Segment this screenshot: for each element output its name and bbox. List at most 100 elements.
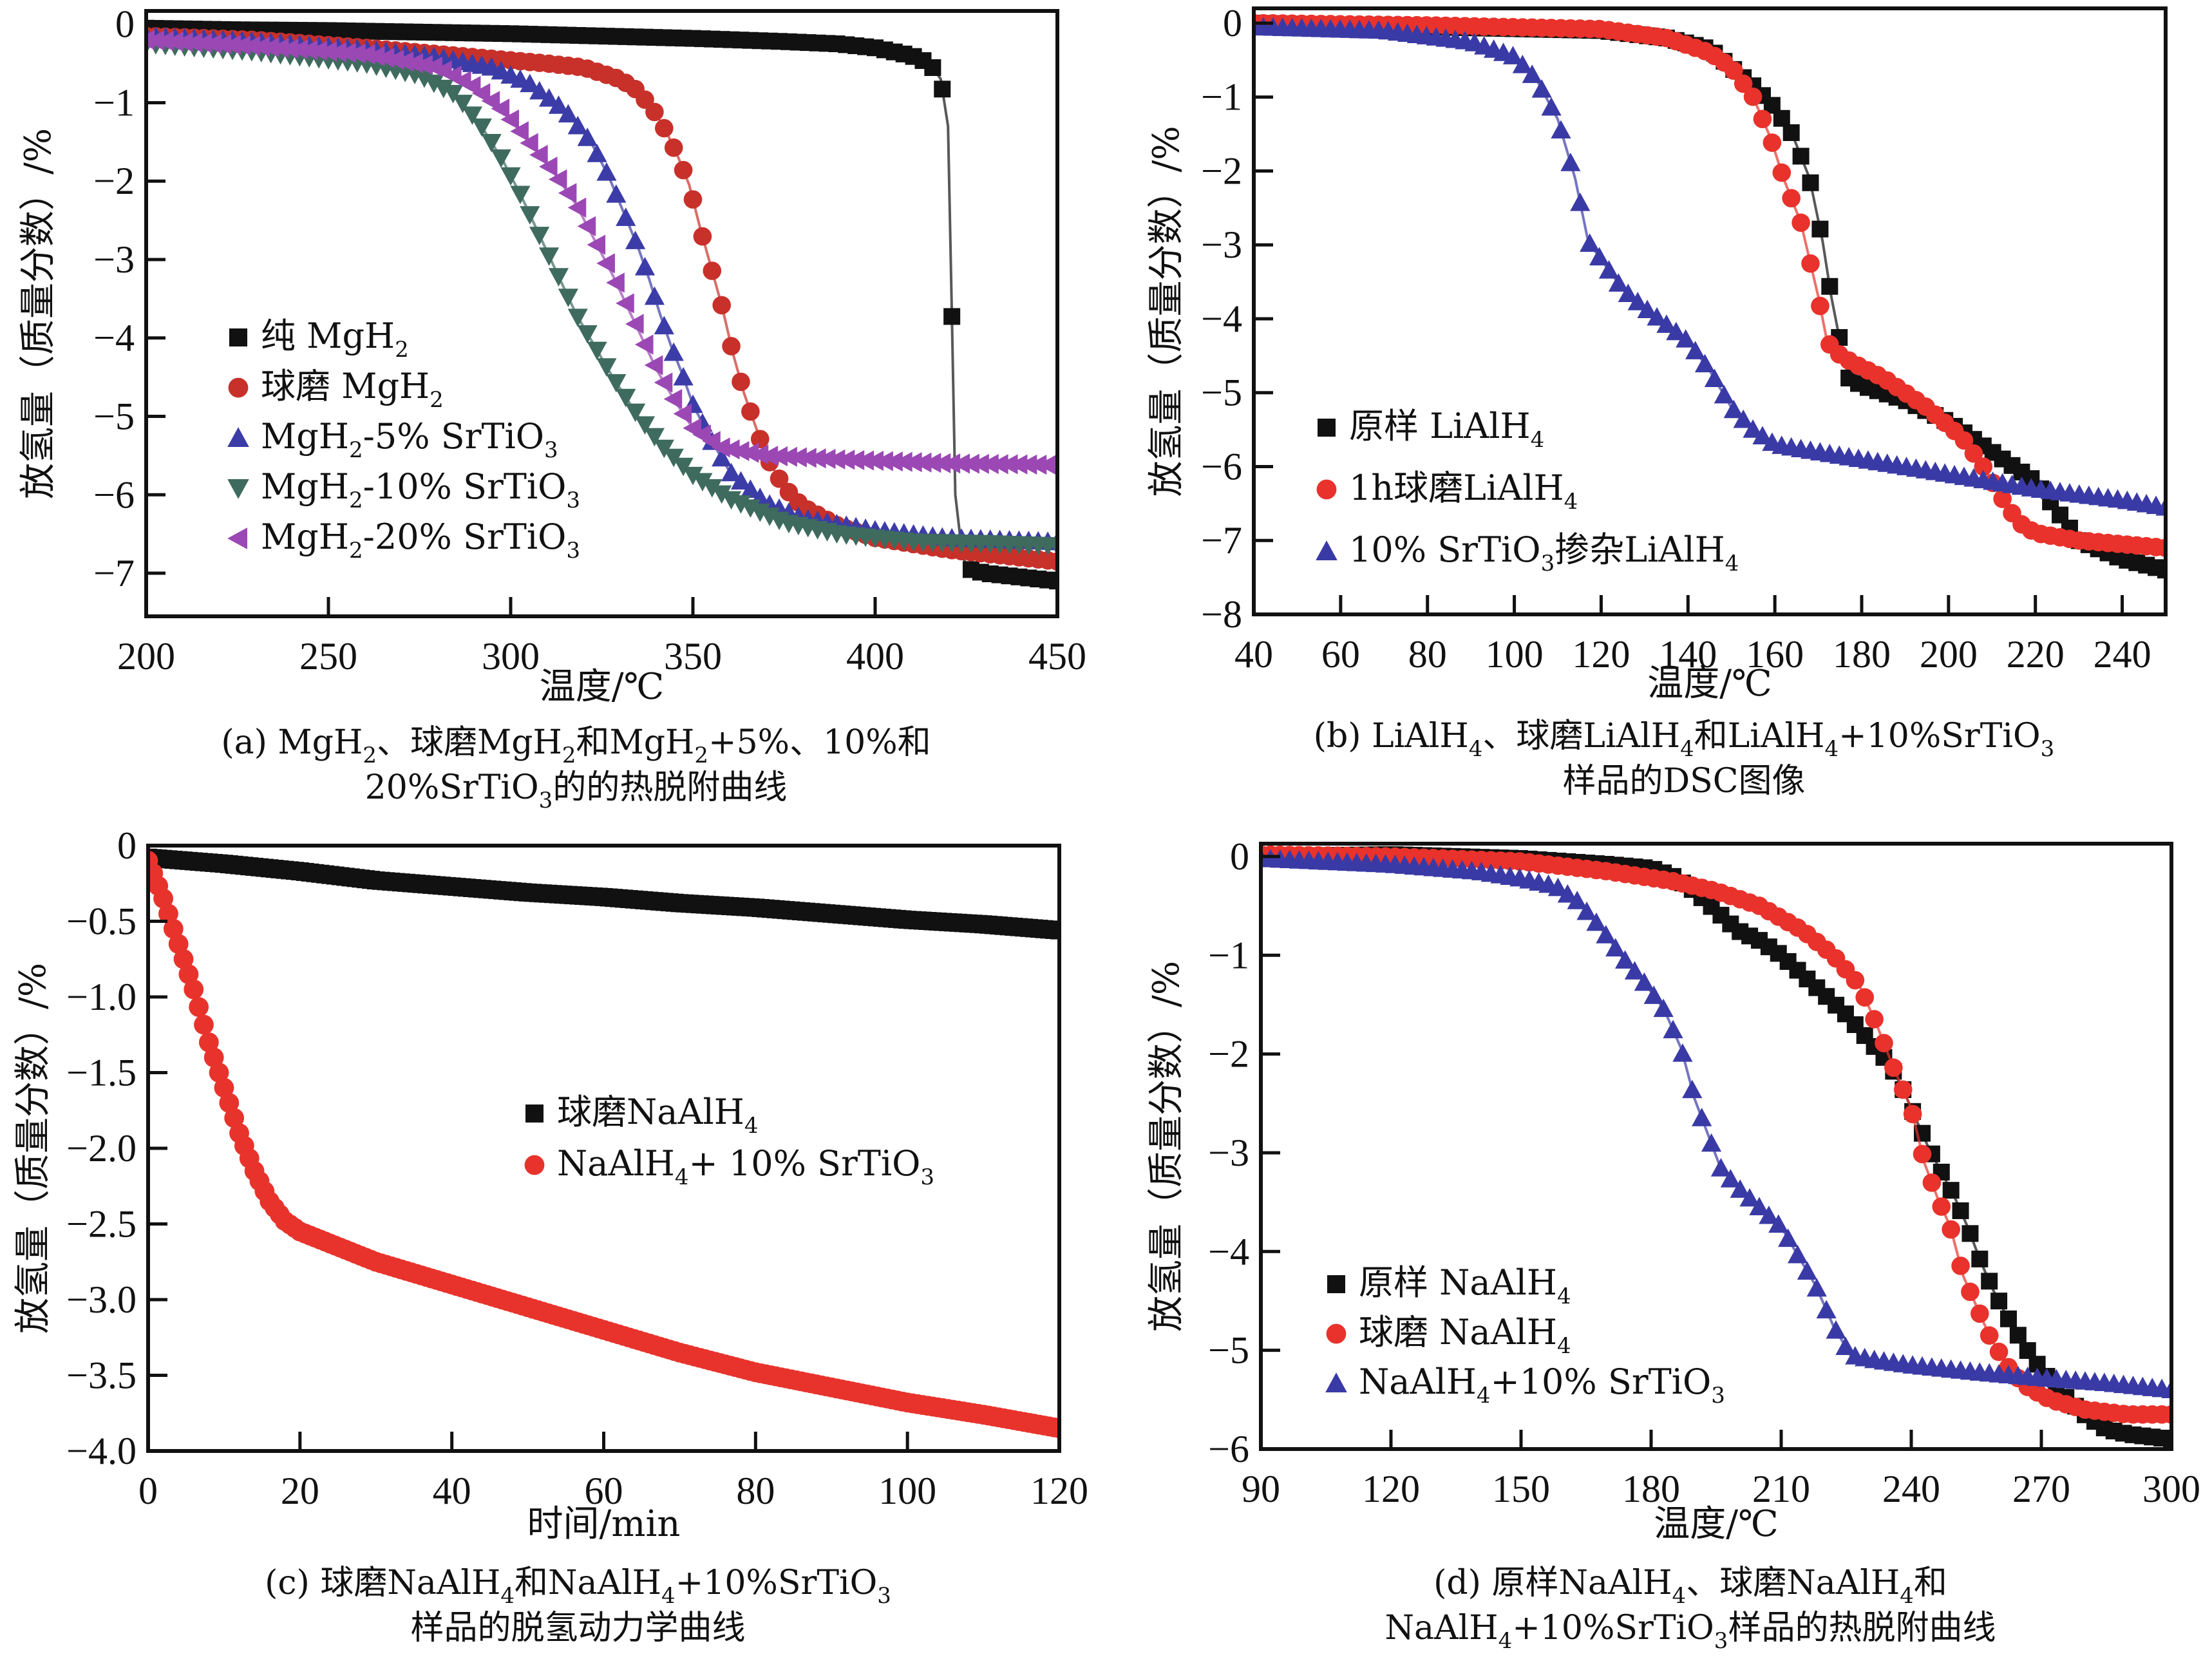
data-point [817, 448, 836, 469]
data-point [1801, 254, 1820, 273]
data-point [1724, 61, 1743, 80]
y-tick-label: −4 [1208, 1230, 1249, 1273]
data-point [2163, 1430, 2171, 1448]
data-point [730, 471, 752, 490]
legend-item: 原样 LiAlH4​ [1318, 406, 1544, 453]
panel-caption: (b) LiAlH4​、球磨LiAlH4​和LiAlH4​+10%SrTiO3​ [1314, 717, 2055, 762]
data-point [395, 51, 414, 72]
y-tick-label: −6 [1201, 445, 1242, 488]
x-tick-label: 40 [433, 1470, 471, 1512]
data-point [634, 257, 656, 276]
y-axis-label: 放氢量（质量分数）/% [1146, 961, 1187, 1332]
data-point [1643, 985, 1664, 1004]
data-point [1768, 1214, 1789, 1233]
x-tick-label: 140 [1659, 633, 1717, 676]
data-point [912, 452, 932, 473]
x-tick-label: 180 [1833, 633, 1891, 676]
y-tick-label: −8 [1201, 593, 1242, 636]
data-point [1753, 109, 1772, 129]
plot-area [148, 848, 1059, 1439]
x-tick-label: 100 [878, 1470, 936, 1512]
legend-marker [1327, 1275, 1345, 1293]
data-point [491, 99, 510, 119]
data-point [404, 53, 424, 73]
data-point [1596, 925, 1616, 943]
data-point [184, 979, 204, 1000]
y-tick-label: −2 [93, 160, 135, 202]
data-point [270, 37, 289, 59]
data-point [356, 44, 375, 65]
data-point [538, 88, 560, 107]
y-tick-label: 0 [1230, 835, 1249, 878]
y-tick-label: −3 [93, 238, 135, 281]
data-point [299, 40, 318, 61]
y-tick-label: −3.5 [66, 1354, 137, 1397]
data-point [1802, 174, 1819, 191]
data-point [471, 118, 492, 137]
series-2 [148, 851, 1059, 1439]
legend-marker [1316, 540, 1338, 560]
data-point [414, 69, 435, 88]
y-tick-label: −0.5 [66, 900, 137, 943]
x-tick-label: 250 [299, 635, 357, 678]
data-point [213, 34, 232, 55]
data-point [865, 450, 884, 471]
legend-marker [525, 1104, 544, 1123]
legend-label: MgH2​-20% SrTiO3​ [261, 517, 580, 564]
data-point [1792, 147, 1810, 165]
y-tick-label: 0 [115, 3, 135, 46]
data-point [1634, 972, 1654, 991]
data-point [251, 36, 270, 57]
legend-marker [1326, 1323, 1347, 1344]
x-tick-label: 0 [138, 1470, 158, 1512]
legend-item: 球磨 NaAlH4​ [1326, 1312, 1571, 1359]
legend-label: 原样 LiAlH4​ [1349, 406, 1544, 453]
data-point [1922, 1173, 1942, 1192]
y-tick-label: 0 [1223, 2, 1242, 44]
data-point [452, 95, 473, 113]
data-point [1049, 573, 1057, 590]
data-point [491, 149, 511, 168]
data-point [1714, 384, 1734, 404]
data-point [846, 450, 865, 471]
data-point [616, 207, 636, 226]
legend-label: NaAlH4​+10% SrTiO3​ [1359, 1361, 1725, 1408]
data-point [168, 934, 189, 954]
data-point [1050, 921, 1059, 940]
data-point [1893, 1080, 1913, 1099]
data-point [788, 447, 807, 468]
legend-label: 10% SrTiO3​掺杂LiAlH4​ [1349, 529, 1739, 576]
data-point [558, 289, 578, 307]
data-point [1598, 260, 1620, 279]
data-point [1826, 1320, 1846, 1339]
data-point [663, 388, 683, 410]
y-axis-label: 放氢量（质量分数）/% [17, 128, 59, 499]
x-axis-label: 温度/℃ [1647, 663, 1772, 705]
data-point [1008, 454, 1028, 475]
data-point [1954, 431, 1974, 450]
x-tick-label: 220 [2007, 633, 2065, 676]
y-tick-label: −2 [1208, 1033, 1249, 1076]
x-tick-label: 120 [1362, 1468, 1420, 1510]
data-point [1541, 97, 1562, 116]
data-point [1989, 1342, 2009, 1361]
x-tick-label: 120 [1572, 633, 1630, 676]
panel-b: 40 60 80 100 120 140 160 180 200 220 240 0 −1 −2 −3 −4 −… [1146, 2, 2168, 801]
panel-a: 200 250 300 350 400 450 0 −1 −2 −3 −4 −5 −6 −7 温度/℃ 放氢量… [17, 3, 1086, 813]
data-point [1730, 1179, 1750, 1198]
legend-item: NaAlH4​+ 10% SrTiO3​ [524, 1143, 934, 1190]
data-point [616, 388, 636, 408]
data-point [567, 197, 587, 218]
data-point [1733, 409, 1754, 428]
data-point [634, 416, 656, 435]
data-point [1942, 1220, 1960, 1239]
y-tick-label: −7 [93, 552, 135, 594]
x-tick-label: 60 [1321, 633, 1360, 676]
data-point [855, 450, 874, 471]
data-point [1666, 321, 1687, 341]
data-point [712, 448, 732, 467]
data-point [1701, 1133, 1722, 1152]
data-point [510, 185, 531, 205]
data-point [1782, 124, 1800, 141]
data-point [596, 358, 617, 377]
